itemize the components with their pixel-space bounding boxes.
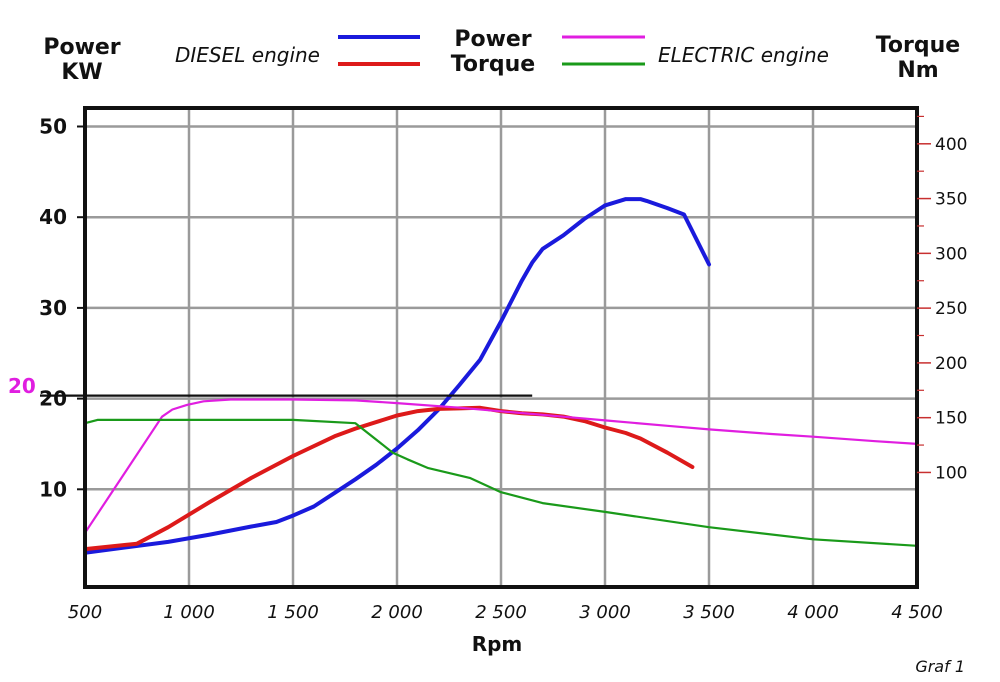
x-tick-label: 1 000: [163, 602, 215, 623]
series-group: [83, 197, 919, 555]
right-tick-label: 250: [935, 299, 967, 319]
x-tick-label: 2 000: [371, 602, 423, 623]
left-tick-label: 30: [39, 296, 67, 320]
right-tick-label: 400: [935, 135, 967, 155]
legend-group-diesel: DIESEL engine: [175, 43, 320, 67]
x-tick-label: 2 500: [475, 602, 527, 623]
right-tick-label: 300: [935, 244, 967, 264]
x-tick-label: 3 500: [683, 602, 735, 623]
series-line-diesel-engine-torque: [83, 405, 695, 552]
plot-frame: [83, 106, 919, 589]
right-tick-label: 200: [935, 354, 967, 374]
annotation-label-20: 20: [8, 374, 36, 398]
figure-caption: Graf 1: [915, 657, 965, 676]
series-line-electric-engine-power: [83, 398, 919, 534]
series-line-diesel-engine-power: [83, 197, 711, 555]
x-axis-ticks: 500 1 000 1 500 2 000 2 500 3 000 3 500 4 000 4 …: [68, 602, 943, 623]
x-tick-label: 500: [68, 602, 102, 623]
right-tick-label: 350: [935, 190, 967, 210]
x-tick-label: 4 500: [891, 602, 943, 623]
left-axis-ticks: 10 20 30 40 50: [39, 115, 85, 501]
left-axis-title-line1: Power: [43, 35, 120, 60]
right-axis-ticks: 100 150 200 250 300 350 400: [917, 115, 967, 483]
legend: DIESEL engine Power Torque ELECTRIC engi…: [175, 27, 829, 77]
series-line-electric-engine-torque: [83, 418, 919, 547]
left-tick-label: 20: [39, 387, 67, 411]
left-axis-title-line2: KW: [61, 60, 102, 85]
right-axis-title-line1: Torque: [876, 33, 960, 58]
left-tick-label: 50: [39, 115, 67, 139]
x-tick-label: 1 500: [267, 602, 319, 623]
left-tick-label: 40: [39, 205, 67, 229]
right-tick-label: 100: [935, 463, 967, 483]
left-tick-label: 10: [39, 477, 67, 501]
legend-power-label: Power: [454, 27, 531, 52]
x-tick-label: 4 000: [787, 602, 839, 623]
x-tick-label: 3 000: [579, 602, 631, 623]
x-axis-title: Rpm: [472, 632, 523, 656]
legend-torque-label: Torque: [451, 52, 535, 77]
legend-group-electric: ELECTRIC engine: [658, 43, 829, 67]
right-axis-title-line2: Nm: [897, 58, 938, 83]
right-tick-label: 150: [935, 409, 967, 429]
grid-lines: [85, 108, 917, 587]
